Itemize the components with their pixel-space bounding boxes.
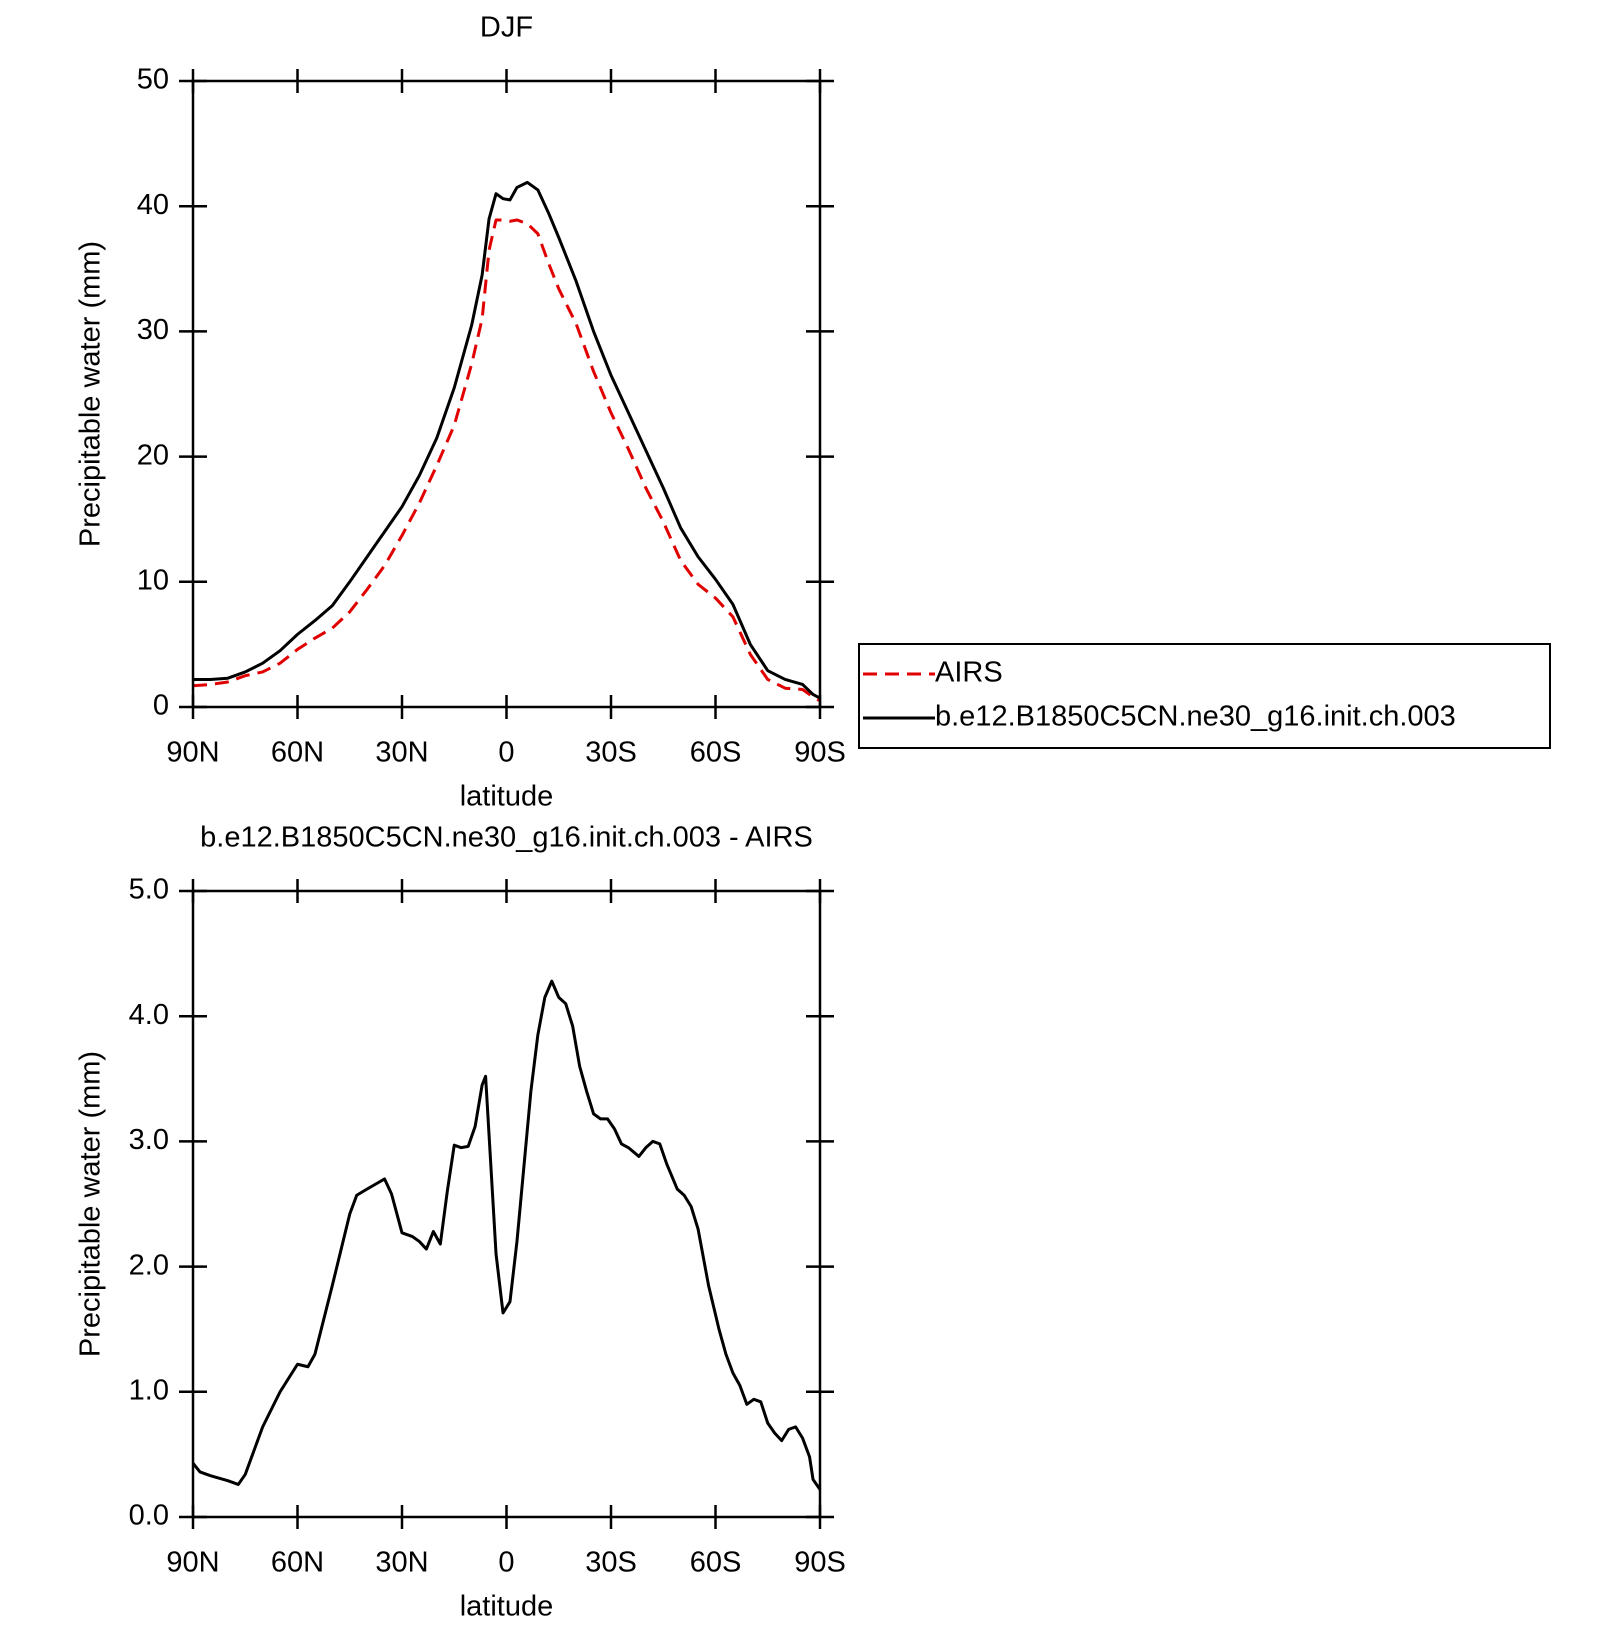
- x-tick-label: 60N: [271, 1547, 324, 1579]
- y-tick-label: 0.0: [129, 1500, 169, 1532]
- y-tick-label: 4.0: [129, 999, 169, 1031]
- data-line: [192, 218, 821, 703]
- x-tick-label: 30N: [375, 737, 428, 769]
- y-tick-label: 20: [137, 439, 169, 471]
- x-tick-label: 90S: [794, 1547, 846, 1579]
- data-line: [191, 979, 822, 1491]
- y-tick-label: 30: [137, 314, 169, 346]
- y-axis-label: Precipitable water (mm): [75, 241, 107, 547]
- y-tick-label: 50: [137, 64, 169, 96]
- y-tick-label: 0: [153, 690, 169, 722]
- x-tick-label: 30N: [375, 1547, 428, 1579]
- y-tick-label: 1.0: [129, 1374, 169, 1406]
- plot-frame: [191, 889, 822, 1519]
- legend-label: AIRS: [935, 657, 1003, 689]
- x-tick-label: 60S: [690, 1547, 742, 1579]
- x-tick-label: 30S: [585, 1547, 637, 1579]
- x-tick-label: 0: [498, 737, 514, 769]
- y-tick-label: 40: [137, 189, 169, 221]
- x-tick-label: 60N: [271, 737, 324, 769]
- y-tick-label: 2.0: [129, 1249, 169, 1281]
- plot-frame: [191, 79, 822, 709]
- x-tick-label: 90N: [166, 737, 219, 769]
- x-tick-label: 90S: [794, 737, 846, 769]
- chart-title: DJF: [480, 12, 533, 44]
- y-tick-label: 5.0: [129, 874, 169, 906]
- y-tick-label: 3.0: [129, 1124, 169, 1156]
- chart-title: b.e12.B1850C5CN.ne30_g16.init.ch.003 - A…: [200, 822, 813, 854]
- x-axis-label: latitude: [460, 781, 554, 813]
- x-axis-label: latitude: [460, 1591, 554, 1623]
- x-tick-label: 90N: [166, 1547, 219, 1579]
- data-line: [193, 180, 821, 700]
- legend-box: [858, 643, 1551, 749]
- x-tick-label: 0: [498, 1547, 514, 1579]
- y-axis-label: Precipitable water (mm): [75, 1051, 107, 1357]
- x-tick-label: 30S: [585, 737, 637, 769]
- y-tick-label: 10: [137, 564, 169, 596]
- legend-label: b.e12.B1850C5CN.ne30_g16.init.ch.003: [935, 701, 1456, 733]
- x-tick-label: 60S: [690, 737, 742, 769]
